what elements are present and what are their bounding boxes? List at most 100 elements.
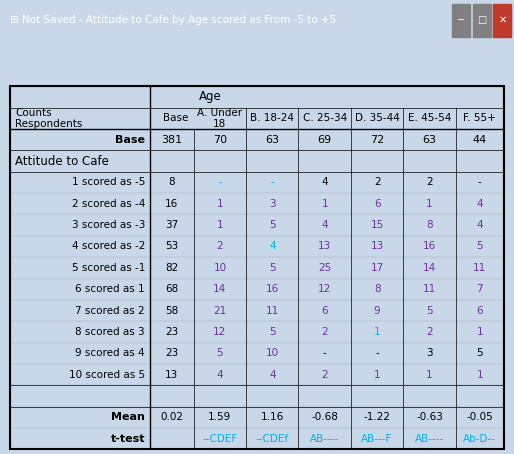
- Text: -: -: [478, 178, 482, 188]
- Text: -0.05: -0.05: [466, 412, 493, 422]
- Text: 4: 4: [321, 220, 328, 230]
- Text: 68: 68: [165, 284, 178, 294]
- Text: Ab-D--: Ab-D--: [463, 434, 496, 444]
- Text: 5: 5: [216, 348, 223, 358]
- Text: 1: 1: [374, 370, 380, 380]
- Text: 6: 6: [476, 306, 483, 316]
- Text: 1: 1: [476, 327, 483, 337]
- Text: −: −: [457, 15, 465, 25]
- Text: D. 35-44: D. 35-44: [355, 114, 399, 123]
- Text: 63: 63: [423, 135, 436, 145]
- Text: 1: 1: [216, 199, 223, 209]
- Text: 13: 13: [165, 370, 178, 380]
- Text: 63: 63: [265, 135, 279, 145]
- Text: 5: 5: [476, 242, 483, 252]
- Text: 8: 8: [374, 284, 380, 294]
- Text: 1 scored as -5: 1 scored as -5: [72, 178, 145, 188]
- Text: t-test: t-test: [111, 434, 145, 444]
- Text: -0.63: -0.63: [416, 412, 443, 422]
- Text: -1.22: -1.22: [363, 412, 391, 422]
- Text: 58: 58: [165, 306, 178, 316]
- Text: 1.59: 1.59: [208, 412, 231, 422]
- Text: Age: Age: [198, 90, 222, 104]
- Text: 53: 53: [165, 242, 178, 252]
- Text: 23: 23: [165, 327, 178, 337]
- Text: Attitude to Cafe: Attitude to Cafe: [15, 154, 109, 168]
- Text: 5: 5: [476, 348, 483, 358]
- Text: 1.16: 1.16: [261, 412, 284, 422]
- Bar: [452, 4, 470, 37]
- Text: 23: 23: [165, 348, 178, 358]
- Text: 6: 6: [321, 306, 328, 316]
- Text: 4: 4: [321, 178, 328, 188]
- Text: 1: 1: [426, 370, 433, 380]
- Text: 2: 2: [321, 370, 328, 380]
- Text: -0.68: -0.68: [311, 412, 338, 422]
- Text: -: -: [270, 178, 274, 188]
- Text: 10 scored as 5: 10 scored as 5: [69, 370, 145, 380]
- Text: 70: 70: [213, 135, 227, 145]
- Text: 2: 2: [321, 327, 328, 337]
- Text: 3: 3: [269, 199, 276, 209]
- Text: AB---F: AB---F: [361, 434, 393, 444]
- Text: 16: 16: [423, 242, 436, 252]
- Text: 4 scored as -2: 4 scored as -2: [72, 242, 145, 252]
- Text: 9 scored as 4: 9 scored as 4: [76, 348, 145, 358]
- Text: 1: 1: [216, 220, 223, 230]
- Text: 72: 72: [370, 135, 384, 145]
- Text: 1: 1: [374, 327, 380, 337]
- Text: 4: 4: [476, 220, 483, 230]
- Text: 7 scored as 2: 7 scored as 2: [76, 306, 145, 316]
- Text: 14: 14: [423, 263, 436, 273]
- Text: 4: 4: [269, 242, 276, 252]
- Text: 5: 5: [269, 327, 276, 337]
- Text: 2: 2: [426, 327, 433, 337]
- Text: Base: Base: [115, 135, 145, 145]
- Text: 13: 13: [318, 242, 332, 252]
- Text: C. 25-34: C. 25-34: [303, 114, 347, 123]
- Text: 5 scored as -1: 5 scored as -1: [72, 263, 145, 273]
- Text: 37: 37: [165, 220, 178, 230]
- Text: 1: 1: [476, 370, 483, 380]
- Text: 12: 12: [213, 327, 227, 337]
- Text: 6 scored as 1: 6 scored as 1: [76, 284, 145, 294]
- Text: 0.02: 0.02: [160, 412, 183, 422]
- Text: 12: 12: [318, 284, 332, 294]
- Text: F. 55+: F. 55+: [463, 114, 496, 123]
- Text: ⊞ Not Saved - Attitude to Cafe by Age scored as From -5 to +5: ⊞ Not Saved - Attitude to Cafe by Age sc…: [10, 15, 336, 25]
- Text: Base: Base: [163, 114, 189, 123]
- Text: 9: 9: [374, 306, 380, 316]
- Text: 5: 5: [426, 306, 433, 316]
- Text: 11: 11: [473, 263, 486, 273]
- Text: A. Under
18: A. Under 18: [197, 108, 243, 129]
- Text: E. 45-54: E. 45-54: [408, 114, 451, 123]
- Text: 4: 4: [269, 370, 276, 380]
- Text: 82: 82: [165, 263, 178, 273]
- Text: 8 scored as 3: 8 scored as 3: [76, 327, 145, 337]
- Text: ✕: ✕: [499, 15, 506, 25]
- Text: 3 scored as -3: 3 scored as -3: [72, 220, 145, 230]
- Text: 2: 2: [374, 178, 380, 188]
- Text: 16: 16: [266, 284, 279, 294]
- Text: 2: 2: [426, 178, 433, 188]
- Text: 8: 8: [426, 220, 433, 230]
- Text: 10: 10: [213, 263, 227, 273]
- Text: 44: 44: [472, 135, 487, 145]
- Text: 3: 3: [426, 348, 433, 358]
- Text: 11: 11: [423, 284, 436, 294]
- Text: 5: 5: [269, 263, 276, 273]
- Text: 8: 8: [169, 178, 175, 188]
- Text: 11: 11: [266, 306, 279, 316]
- Text: Mean: Mean: [111, 412, 145, 422]
- Bar: [473, 4, 491, 37]
- Text: 7: 7: [476, 284, 483, 294]
- Text: 1: 1: [426, 199, 433, 209]
- Text: 4: 4: [216, 370, 223, 380]
- Text: 25: 25: [318, 263, 332, 273]
- Text: --CDEf: --CDEf: [256, 434, 289, 444]
- Text: -: -: [375, 348, 379, 358]
- Text: 13: 13: [371, 242, 384, 252]
- Text: AB----: AB----: [415, 434, 444, 444]
- Text: 6: 6: [374, 199, 380, 209]
- Text: --CDEF: --CDEF: [202, 434, 237, 444]
